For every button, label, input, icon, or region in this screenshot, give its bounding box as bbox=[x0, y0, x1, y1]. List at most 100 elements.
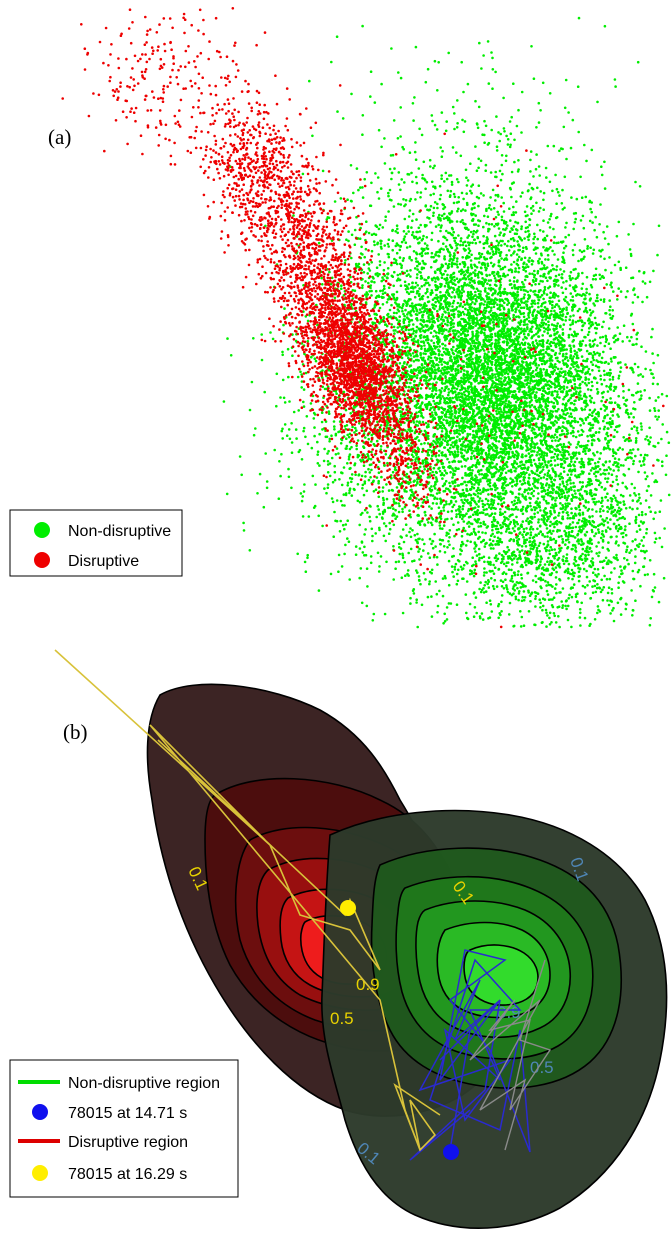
scatter-point bbox=[491, 374, 495, 377]
scatter-point bbox=[569, 367, 572, 370]
scatter-point bbox=[556, 356, 559, 360]
scatter-point bbox=[346, 198, 349, 201]
scatter-point bbox=[565, 308, 568, 312]
scatter-point bbox=[516, 325, 520, 329]
scatter-point bbox=[550, 309, 553, 313]
scatter-point bbox=[460, 268, 464, 272]
scatter-point bbox=[401, 510, 404, 514]
scatter-point bbox=[610, 317, 613, 320]
scatter-point bbox=[641, 300, 644, 304]
scatter-point bbox=[396, 326, 400, 329]
scatter-point bbox=[495, 463, 499, 466]
scatter-point bbox=[527, 346, 530, 349]
scatter-point bbox=[529, 454, 532, 458]
scatter-point bbox=[468, 319, 471, 322]
scatter-point bbox=[441, 367, 444, 370]
scatter-point bbox=[535, 327, 538, 330]
scatter-point bbox=[577, 272, 580, 276]
scatter-point bbox=[582, 359, 585, 363]
scatter-point bbox=[634, 454, 637, 458]
scatter-point bbox=[652, 361, 655, 365]
scatter-point bbox=[537, 492, 540, 495]
scatter-point bbox=[418, 230, 422, 233]
scatter-point bbox=[349, 164, 353, 167]
scatter-point bbox=[426, 247, 430, 251]
scatter-point bbox=[519, 346, 522, 349]
scatter-point bbox=[458, 320, 462, 324]
scatter-point bbox=[514, 310, 517, 314]
scatter-point bbox=[562, 416, 565, 420]
scatter-point bbox=[457, 346, 460, 350]
scatter-point bbox=[580, 485, 584, 489]
scatter-point bbox=[537, 165, 541, 168]
scatter-point bbox=[652, 269, 655, 273]
scatter-point bbox=[535, 400, 539, 404]
scatter-point bbox=[432, 399, 436, 403]
scatter-point bbox=[447, 387, 450, 391]
scatter-point bbox=[488, 390, 492, 393]
scatter-point bbox=[477, 363, 480, 367]
scatter-point bbox=[483, 315, 487, 319]
scatter-point bbox=[458, 414, 462, 418]
scatter-point bbox=[496, 383, 499, 386]
scatter-point bbox=[536, 301, 540, 305]
scatter-point bbox=[554, 312, 557, 315]
scatter-point bbox=[460, 417, 463, 420]
scatter-point bbox=[573, 330, 576, 334]
scatter-point bbox=[454, 249, 457, 252]
scatter-point bbox=[487, 222, 491, 226]
scatter-point bbox=[500, 196, 504, 199]
scatter-point bbox=[597, 414, 600, 418]
scatter-point bbox=[433, 201, 437, 204]
scatter-point bbox=[515, 315, 518, 319]
scatter-point bbox=[543, 285, 547, 289]
scatter-point bbox=[413, 383, 416, 387]
scatter-point bbox=[531, 272, 534, 276]
scatter-point bbox=[618, 332, 622, 336]
scatter-point bbox=[441, 454, 444, 457]
scatter-point bbox=[501, 382, 504, 385]
scatter-point bbox=[544, 301, 547, 304]
scatter-point bbox=[477, 280, 480, 284]
scatter-point bbox=[493, 274, 496, 278]
scatter-point bbox=[514, 220, 517, 224]
scatter-point bbox=[580, 287, 584, 290]
scatter-point bbox=[496, 292, 500, 296]
scatter-point bbox=[599, 341, 602, 345]
scatter-point bbox=[453, 400, 456, 404]
scatter-point bbox=[452, 192, 456, 196]
scatter-point bbox=[538, 229, 542, 232]
scatter-point bbox=[607, 327, 611, 330]
scatter-point bbox=[509, 360, 512, 364]
scatter-point bbox=[432, 341, 436, 345]
scatter-point bbox=[558, 370, 562, 374]
scatter-point bbox=[583, 382, 587, 385]
scatter-point bbox=[608, 313, 612, 316]
scatter-point bbox=[499, 312, 503, 316]
scatter-point bbox=[622, 324, 626, 328]
scatter-point bbox=[562, 375, 565, 379]
scatter-point bbox=[562, 352, 565, 356]
scatter-point bbox=[551, 382, 554, 385]
scatter-point bbox=[596, 390, 600, 394]
scatter-point bbox=[370, 294, 373, 297]
scatter-point bbox=[461, 386, 465, 390]
scatter-point bbox=[561, 313, 565, 316]
scatter-point bbox=[599, 378, 603, 381]
scatter-point bbox=[519, 288, 523, 292]
scatter-point bbox=[579, 424, 582, 427]
scatter-point bbox=[535, 379, 538, 383]
scatter-point bbox=[442, 347, 445, 350]
scatter-point bbox=[492, 314, 496, 318]
scatter-point bbox=[452, 436, 456, 440]
scatter-point bbox=[487, 305, 491, 309]
scatter-point bbox=[468, 241, 472, 245]
scatter-point bbox=[539, 455, 543, 459]
scatter-point bbox=[408, 304, 412, 308]
scatter-point bbox=[624, 295, 628, 299]
scatter-point bbox=[530, 414, 534, 417]
scatter-point bbox=[439, 193, 443, 197]
scatter-point bbox=[379, 289, 382, 293]
scatter-point bbox=[477, 292, 481, 296]
scatter-point bbox=[548, 359, 552, 362]
